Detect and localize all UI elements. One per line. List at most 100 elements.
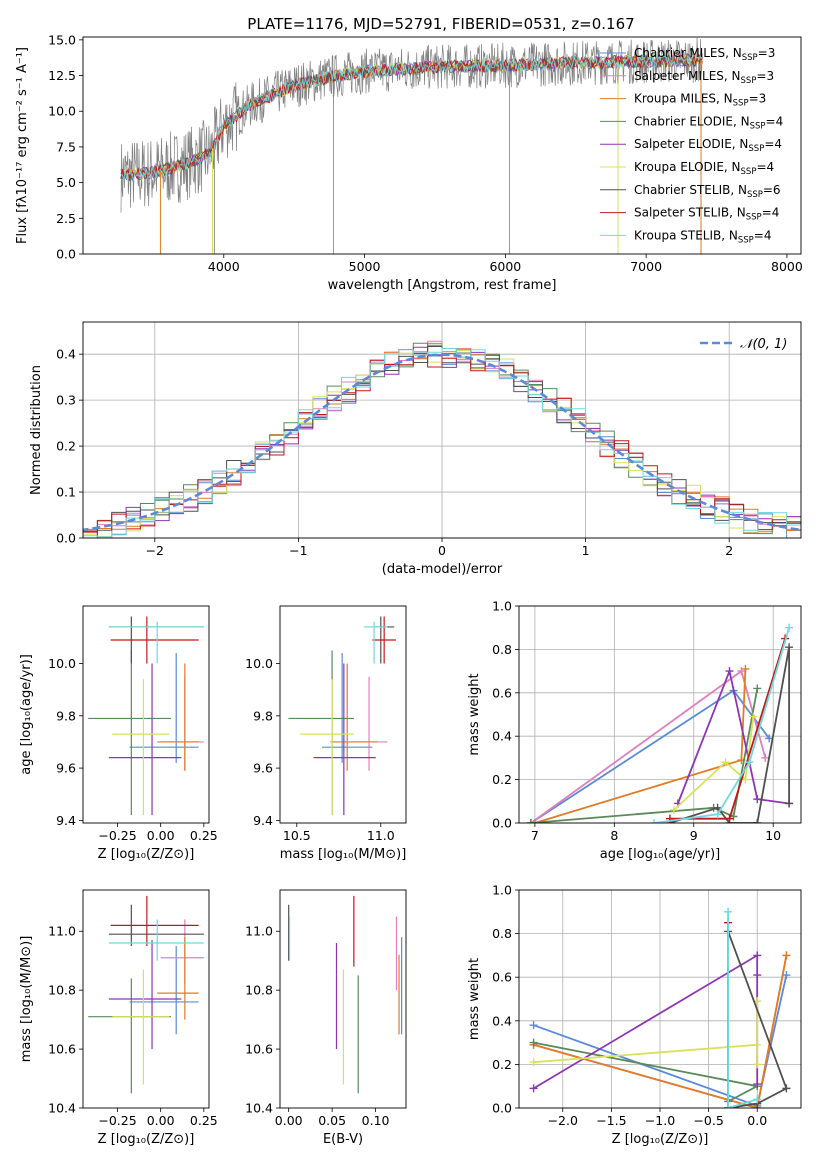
legend-label-normal: 𝒩(0, 1) (740, 337, 787, 352)
y-tick-label: 0.8 (492, 926, 512, 941)
weight-line-6 (727, 931, 788, 1108)
x-tick-label: 7 (531, 828, 539, 843)
figure-title: PLATE=1176, MJD=52791, FIBERID=0531, z=0… (247, 15, 634, 33)
weight-marker-4 (753, 951, 762, 960)
weight-marker-2 (782, 951, 791, 960)
y-tick-label: 1.0 (492, 599, 512, 614)
x-tick-label: 0.00 (147, 1113, 175, 1128)
weight-marker-0 (782, 971, 791, 980)
x-tick-label: 7000 (630, 259, 662, 274)
y-tick-label: 0.4 (492, 1013, 512, 1028)
y-tick-label: 9.6 (253, 761, 273, 776)
weight-marker-8 (650, 819, 659, 823)
y-tick-label: 1.0 (492, 883, 512, 898)
legend-nssp: =3 (756, 69, 774, 83)
legend-name: Salpeter MILES, N (634, 69, 741, 83)
y-axis-label: mass weight (467, 673, 482, 755)
legend-label-2: Kroupa MILES, NSSP=3 (634, 92, 766, 109)
x-tick-label: −1.5 (596, 1113, 626, 1128)
legend-name: Chabrier ELODIE, N (634, 114, 750, 128)
weight-line-7 (669, 638, 786, 820)
weight-marker-2 (741, 664, 750, 673)
legend-nssp: =4 (764, 137, 782, 151)
plot-area (83, 340, 801, 538)
x-tick-label: 0.10 (362, 1113, 390, 1128)
x-tick-label: 8000 (771, 259, 803, 274)
chart-age_vs_mass: 10.5 11.0 9.4 9.6 9.8 10.0 mass [log₁₀(M/M⊙)] (245, 605, 407, 862)
weight-marker-8 (724, 907, 733, 916)
chart-panels: 4000 5000 6000 7000 80000.02.55.07.510.012.5… (15, 32, 803, 1147)
y-tick-label: 10.6 (245, 1042, 273, 1057)
legend-label-4: Salpeter ELODIE, NSSP=4 (634, 137, 782, 154)
x-axis-label: wavelength [Angstrom, rest frame] (328, 278, 557, 293)
y-tick-label: 0.3 (56, 393, 76, 408)
plot-area (88, 895, 204, 1094)
plot-area (120, 37, 703, 254)
legend-name: Salpeter ELODIE, N (634, 137, 748, 151)
axes-frame (518, 889, 802, 1109)
chart-spectrum: 4000 5000 6000 7000 8000 0.0 2.5 5.0 7.5 10.0 12.5… (15, 32, 803, 293)
legend-nssp: =4 (756, 160, 774, 174)
plot-area (88, 616, 204, 816)
y-tick-label: 0.4 (56, 347, 76, 362)
legend-label-7: Salpeter STELIB, NSSP=4 (634, 206, 779, 223)
legend-label-8: Kroupa STELIB, NSSP=4 (634, 228, 772, 245)
y-tick-label: 0.0 (56, 531, 76, 546)
y-tick-label: 11.0 (245, 924, 273, 939)
weight-marker-6 (785, 643, 794, 652)
x-axis-label: (data-model)/error (382, 562, 503, 577)
x-axis-label: age [log₁₀(age/yr)] (600, 847, 721, 862)
y-tick-label: 0.0 (56, 247, 76, 262)
y-axis-label: Normed distribution (29, 365, 44, 495)
weight-marker-5 (721, 758, 730, 767)
x-tick-label: 0.25 (190, 828, 218, 843)
legend-name: Kroupa ELODIE, N (634, 160, 741, 174)
y-tick-label: 12.5 (48, 68, 76, 83)
x-axis-label: mass [log₁₀(M/M⊙)] (280, 847, 407, 862)
y-tick-label: 0.0 (492, 816, 512, 831)
x-tick-label: 9 (690, 828, 698, 843)
observed-spectrum (120, 37, 703, 213)
x-tick-label: 1 (582, 543, 590, 558)
y-axis-label: age [log₁₀(age/yr)] (19, 654, 34, 775)
legend-sub: SSP (748, 144, 764, 154)
x-tick-label: 0.00 (275, 1113, 303, 1128)
x-tick-label: 11.0 (367, 828, 395, 843)
plot-area (526, 623, 794, 823)
weight-marker-6 (782, 1084, 791, 1093)
weight-marker-5 (529, 1058, 538, 1067)
axes-frame (279, 889, 407, 1109)
chart-residuals: −2 −1 0 1 2 0.0 0.1 0.2 0.3 0.4 (data-model)/error… (29, 321, 802, 577)
legend-label-3: Chabrier ELODIE, NSSP=4 (634, 114, 783, 131)
weight-marker-8 (753, 1095, 762, 1104)
x-axis-label: Z [log₁₀(Z/Z⊙)] (98, 847, 195, 862)
y-tick-label: 0.6 (492, 685, 512, 700)
x-tick-label: 0.00 (147, 828, 175, 843)
y-tick-label: 0.1 (56, 485, 76, 500)
chart-weight_vs_age: 7 8 9 10 0.0 0.2 0.4 0.6 0.8 1.0 age [log₁₀(age/yr… (467, 599, 802, 862)
chart-age_vs_Z: −0.25 0.00 0.25 9.4 9.6 9.8 10.0 Z [log₁₀(Z/Z⊙)… (19, 605, 218, 862)
y-tick-label: 0.2 (492, 772, 512, 787)
x-tick-label: 10 (765, 828, 781, 843)
legend-nssp: =3 (758, 46, 776, 60)
weight-marker-8 (724, 1104, 733, 1108)
axes-frame (82, 889, 210, 1109)
legend-label-5: Kroupa ELODIE, NSSP=4 (634, 160, 774, 177)
x-tick-label: −1 (289, 543, 307, 558)
x-tick-label: −0.25 (98, 828, 136, 843)
legend-sub: SSP (741, 167, 757, 177)
weight-marker-4 (753, 1080, 762, 1089)
weight-marker-5 (753, 1040, 762, 1049)
legend-nssp: =4 (766, 114, 784, 128)
x-tick-label: 8 (610, 828, 618, 843)
weight-marker-8 (785, 623, 794, 632)
x-tick-label: −2.0 (548, 1113, 578, 1128)
y-axis-label: mass [log₁₀(M/M⊙)] (19, 936, 34, 1063)
x-tick-label: 0.05 (318, 1113, 346, 1128)
weight-line-2 (533, 955, 788, 1108)
y-axis-label: Flux [fλ10⁻¹⁷ erg cm⁻² s⁻¹ A⁻¹] (15, 47, 30, 244)
y-tick-label: 9.8 (253, 708, 273, 723)
axes-frame (82, 36, 802, 255)
chart-mass_vs_ebv: 0.00 0.05 0.10 10.4 10.6 10.8 11.0 E(B-V) (245, 889, 407, 1147)
